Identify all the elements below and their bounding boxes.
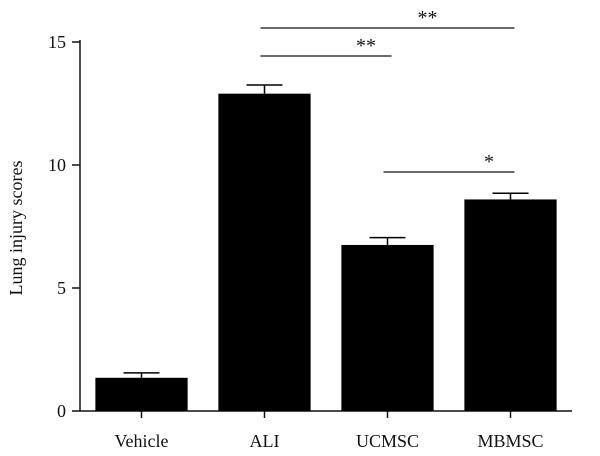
- error-bars: [123, 84, 529, 378]
- bar-mbmsc: [464, 199, 557, 411]
- significance-ali-ucmsc: **: [260, 35, 392, 57]
- y-axis-title: Lung injury scores: [6, 161, 26, 296]
- y-ticks: 0 5 10 15: [48, 32, 80, 421]
- error-bar-vehicle: [123, 372, 160, 378]
- significance-label: **: [356, 35, 376, 57]
- significance-label: *: [484, 151, 494, 173]
- significance-annotations: *****: [260, 7, 515, 173]
- y-tick-label: 10: [48, 155, 66, 175]
- y-tick-label: 15: [48, 32, 66, 52]
- bars: [95, 93, 557, 411]
- y-tick-label: 0: [57, 401, 66, 421]
- x-tick-label-ucmsc: UCMSC: [356, 431, 419, 451]
- x-tick-label-ali: ALI: [250, 431, 280, 451]
- x-tick-labels: Vehicle ALI UCMSC MBMSC: [115, 411, 544, 451]
- x-tick-label-vehicle: Vehicle: [115, 431, 169, 451]
- significance-ali-mbmsc: **: [260, 7, 515, 29]
- significance-ucmsc-mbmsc: *: [383, 151, 515, 173]
- bar-vehicle: [95, 377, 188, 411]
- y-tick-label: 5: [57, 278, 66, 298]
- significance-label: **: [418, 7, 438, 29]
- bar-ucmsc: [341, 244, 434, 411]
- x-tick-label-mbmsc: MBMSC: [477, 431, 543, 451]
- error-bar-ali: [246, 84, 283, 94]
- error-bar-mbmsc: [492, 192, 529, 200]
- bar-ali: [218, 93, 311, 411]
- error-bar-ucmsc: [369, 236, 406, 245]
